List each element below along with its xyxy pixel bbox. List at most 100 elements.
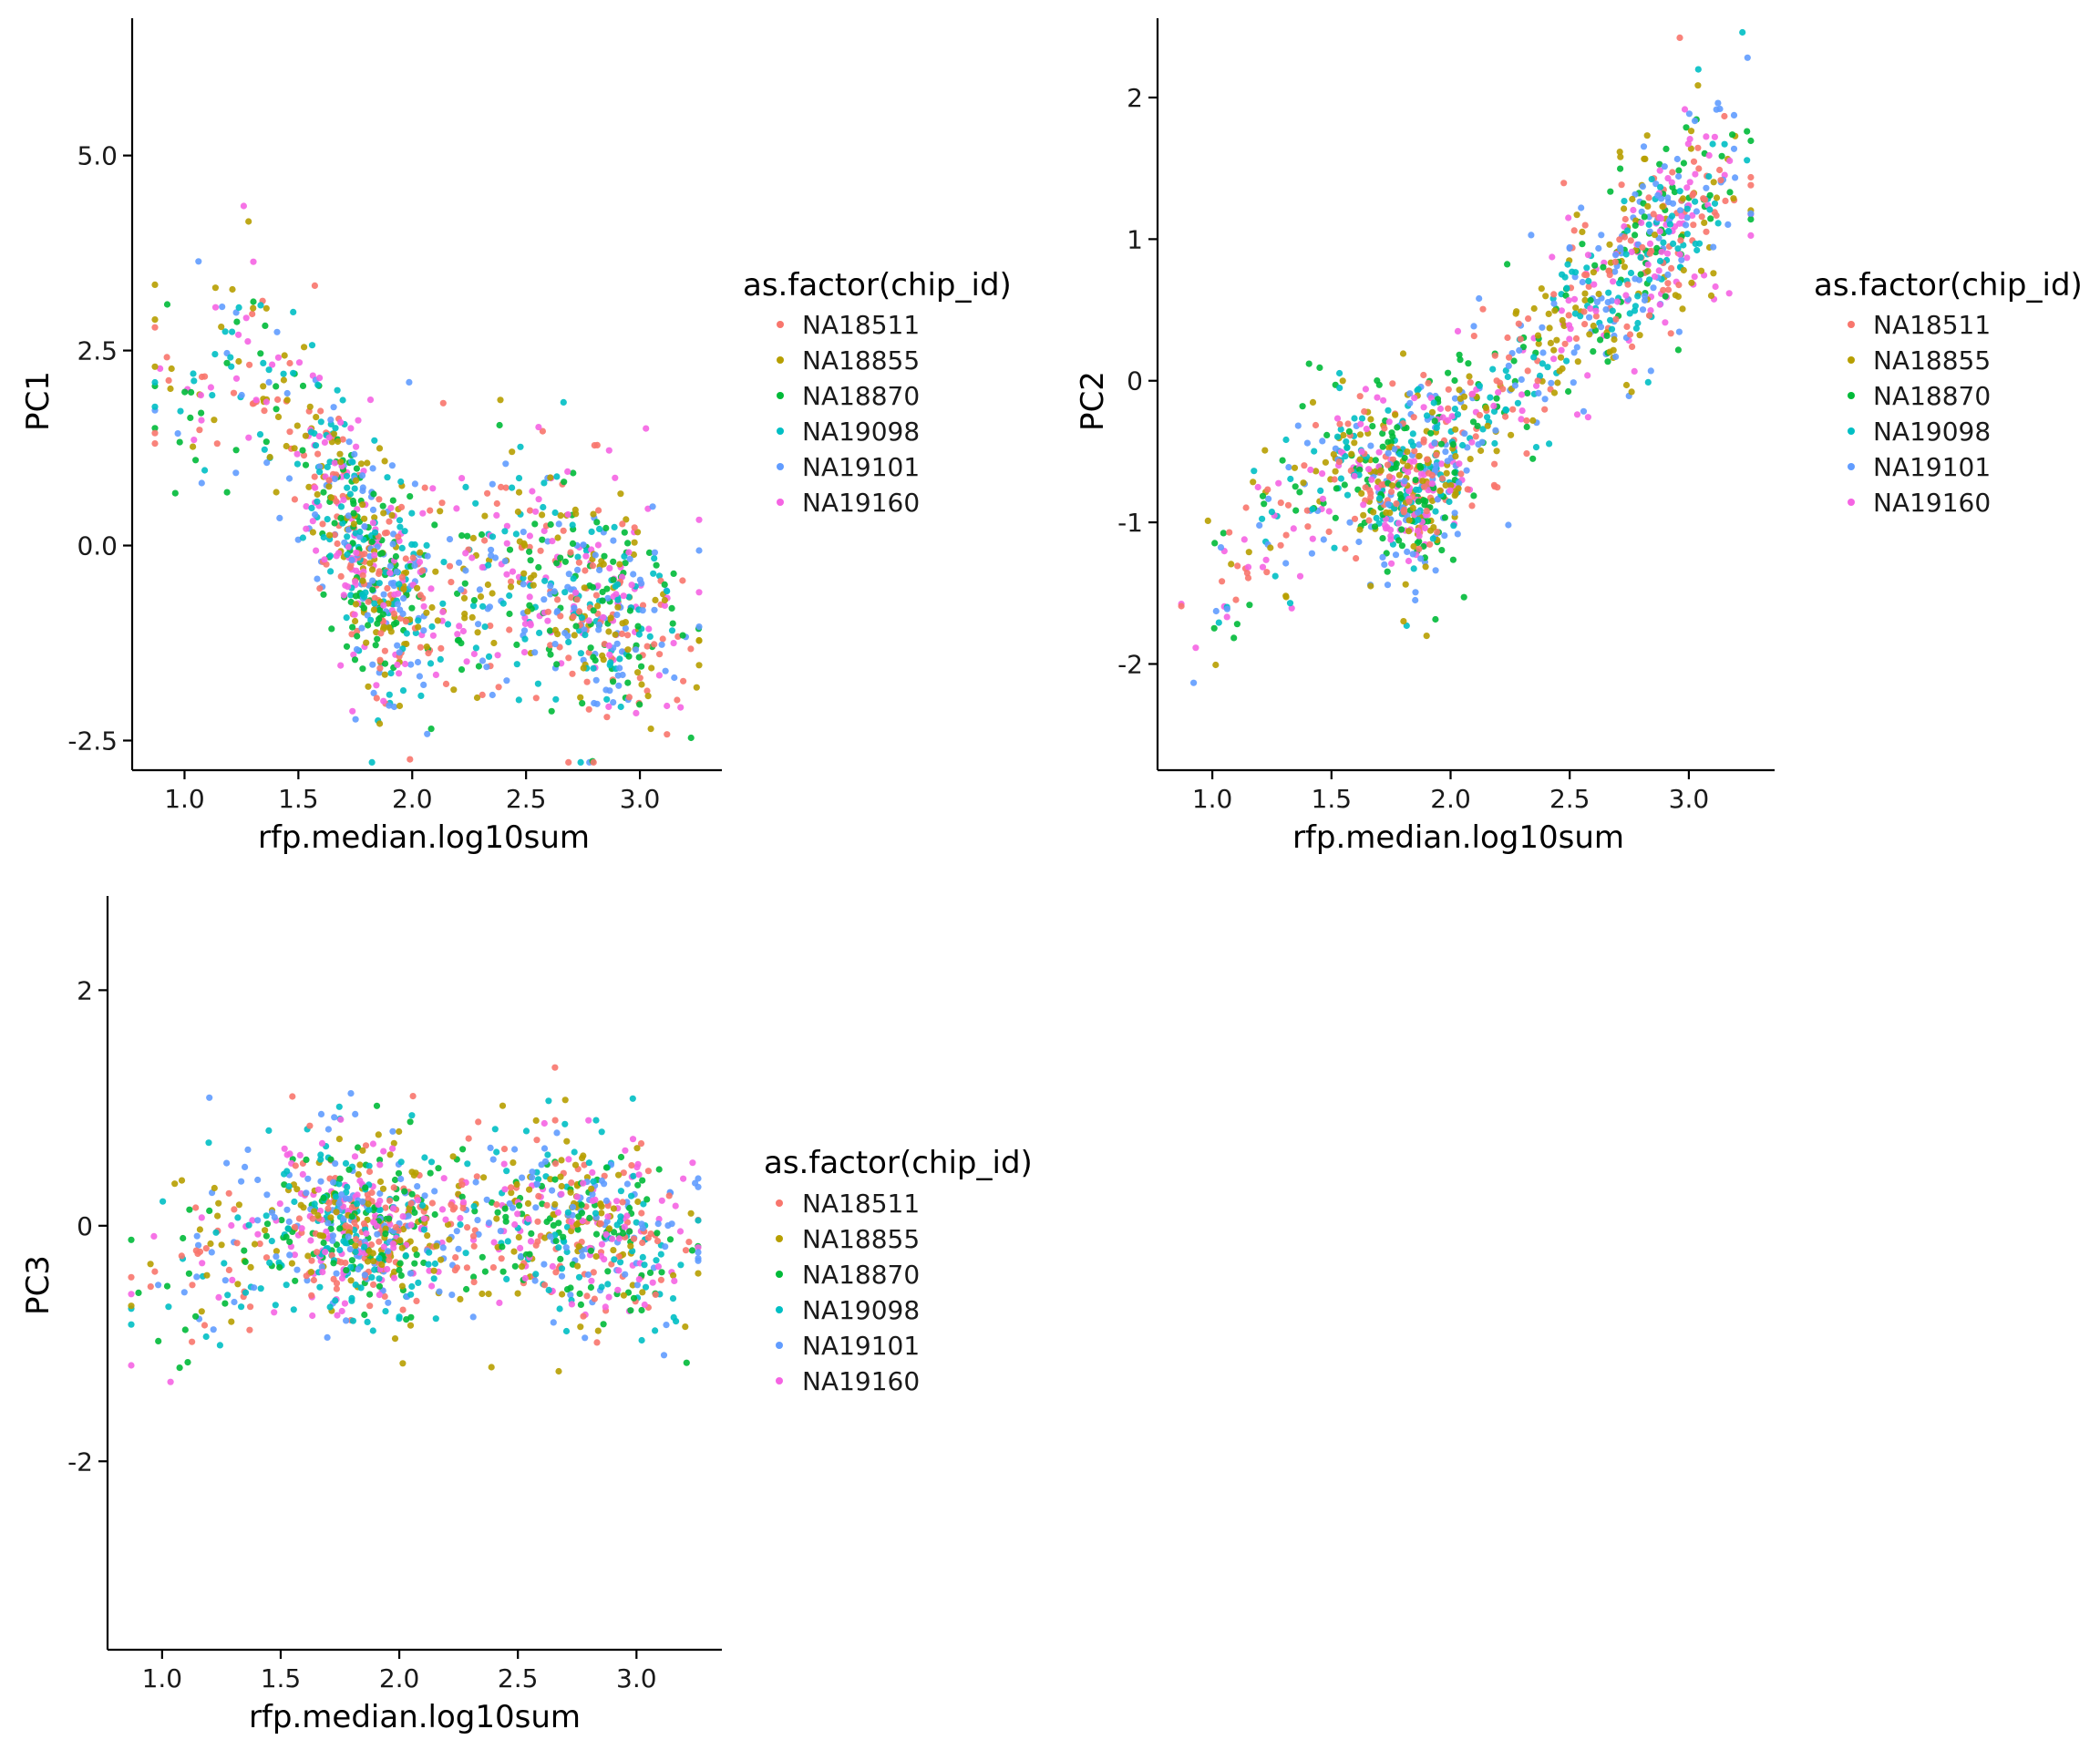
data-point xyxy=(665,1192,673,1199)
data-point xyxy=(1570,295,1579,303)
data-point xyxy=(1433,451,1440,458)
data-point xyxy=(498,483,505,491)
data-point xyxy=(592,592,601,599)
data-point xyxy=(1392,551,1400,559)
data-point xyxy=(425,650,432,657)
data-point xyxy=(582,1334,589,1342)
data-point xyxy=(242,1163,249,1170)
data-point xyxy=(575,608,583,615)
data-point xyxy=(376,1292,383,1299)
data-point xyxy=(378,1261,386,1269)
data-point xyxy=(411,561,418,570)
data-point xyxy=(1344,420,1352,427)
data-point xyxy=(1657,183,1664,190)
data-point xyxy=(1610,346,1617,354)
data-point xyxy=(316,468,324,476)
data-point xyxy=(1319,438,1326,445)
data-point xyxy=(409,554,417,561)
data-point xyxy=(1697,267,1705,274)
data-point xyxy=(526,602,533,609)
data-point xyxy=(202,1333,210,1341)
data-point xyxy=(397,1271,405,1279)
data-point xyxy=(1465,360,1472,367)
data-point xyxy=(337,572,345,581)
data-point xyxy=(1460,593,1467,601)
data-point xyxy=(633,1219,640,1226)
data-point xyxy=(1410,414,1417,421)
data-point xyxy=(274,413,283,420)
data-point xyxy=(342,1240,349,1247)
data-point xyxy=(1534,377,1541,385)
data-point xyxy=(677,1261,685,1269)
data-point xyxy=(1605,267,1612,274)
data-point xyxy=(249,1217,256,1224)
data-point xyxy=(382,1225,389,1232)
data-point xyxy=(232,469,240,477)
data-point xyxy=(1645,221,1652,228)
data-point xyxy=(540,1145,549,1152)
data-point xyxy=(689,1159,696,1167)
data-point xyxy=(600,613,607,621)
data-point xyxy=(416,673,423,680)
data-point xyxy=(457,1214,464,1222)
data-point xyxy=(1551,307,1559,314)
data-point xyxy=(1178,602,1185,610)
data-point xyxy=(1409,430,1416,438)
data-point xyxy=(1602,306,1610,314)
data-point xyxy=(573,1220,581,1228)
data-point xyxy=(309,518,316,525)
data-point xyxy=(499,1268,507,1275)
data-point xyxy=(532,1117,540,1124)
data-point xyxy=(427,1169,434,1177)
data-point xyxy=(1456,460,1463,468)
data-point xyxy=(1658,248,1665,255)
data-point xyxy=(612,631,619,638)
data-point xyxy=(526,1186,533,1193)
data-point xyxy=(610,576,617,583)
data-point xyxy=(376,1238,383,1245)
data-point xyxy=(581,584,588,592)
data-point xyxy=(617,1153,625,1161)
data-point xyxy=(180,1289,188,1296)
data-point xyxy=(128,1273,135,1281)
data-point xyxy=(1401,506,1408,513)
data-point xyxy=(347,1277,355,1284)
data-point xyxy=(456,559,463,566)
data-point xyxy=(1399,350,1407,357)
data-point xyxy=(1645,194,1652,201)
data-point xyxy=(553,560,561,567)
data-point xyxy=(1647,307,1654,314)
data-point xyxy=(470,597,479,604)
data-point xyxy=(1319,495,1326,502)
data-point xyxy=(151,429,159,437)
data-point xyxy=(1415,498,1422,505)
data-point xyxy=(403,1316,410,1323)
data-point xyxy=(380,1243,387,1251)
data-point xyxy=(435,1165,442,1172)
data-point xyxy=(1466,373,1473,380)
data-point xyxy=(326,552,334,560)
legend-label-na19101: NA19101 xyxy=(802,1331,920,1361)
data-point xyxy=(231,1298,238,1306)
legend-label-na19101: NA19101 xyxy=(1873,452,1991,482)
data-point xyxy=(1705,173,1713,180)
data-point xyxy=(624,646,632,654)
data-point xyxy=(488,1199,496,1206)
data-point xyxy=(649,1279,656,1286)
data-point xyxy=(1433,424,1440,431)
data-point xyxy=(201,1322,209,1329)
data-point xyxy=(524,608,531,615)
data-point xyxy=(521,1274,529,1282)
data-point xyxy=(655,672,664,679)
data-point xyxy=(587,1283,595,1292)
data-point xyxy=(590,654,597,661)
data-point xyxy=(402,618,409,625)
data-point xyxy=(630,1172,637,1179)
data-point xyxy=(1677,237,1684,244)
data-point xyxy=(358,624,365,632)
data-point xyxy=(1234,562,1241,570)
data-point xyxy=(151,324,159,331)
data-point xyxy=(171,1180,179,1188)
data-point xyxy=(563,1138,571,1145)
data-point xyxy=(427,726,435,733)
